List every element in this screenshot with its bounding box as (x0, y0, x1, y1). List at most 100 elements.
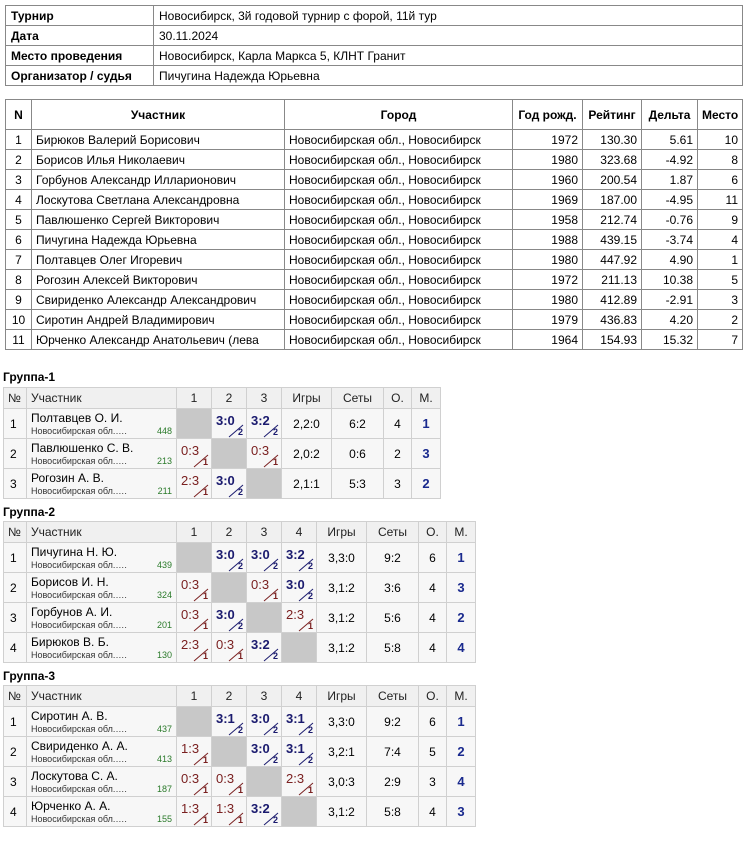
score-cell: 2:3 1 (176, 468, 212, 499)
player-row: 10 Сиротин Андрей Владимирович Новосибирск… (5, 309, 743, 330)
participant-cell: Пичугина Н. Ю. Новосибирская обл.…. 439 (26, 542, 177, 573)
place: 2 (411, 468, 441, 499)
score-slash (263, 588, 279, 602)
group-column-header: Участник (26, 387, 177, 409)
score-slash (228, 484, 244, 498)
group-title: Группа-3 (3, 669, 56, 683)
seed-number: 1 (3, 408, 27, 439)
participant-name: Борисов И. Н. (31, 575, 109, 589)
participant-name: Лоскутова С. А. (31, 769, 118, 783)
score: 3:0 (251, 547, 270, 562)
player-cell: Свириденко Александр Александрович (31, 289, 285, 310)
player-cell: 2 (5, 149, 32, 170)
games: 3,1:2 (316, 572, 367, 603)
score-cell: 3:1 2 (211, 706, 247, 737)
player-cell: Горбунов Александр Илларионович (31, 169, 285, 190)
score: 0:3 (181, 577, 200, 592)
group-body: 1 Сиротин А. В. Новосибирская обл.…. 437 3:1… (3, 706, 476, 827)
score-slash (263, 454, 279, 468)
slash-line (263, 558, 279, 572)
score: 0:3 (251, 577, 270, 592)
score-box: 2:3 1 (283, 604, 316, 632)
points: 4 (418, 632, 447, 663)
score-slash (193, 812, 209, 826)
score-box: 3:2 2 (248, 634, 281, 662)
score-slash (193, 588, 209, 602)
points: 3 (418, 766, 447, 797)
player-cell: 154.93 (582, 329, 642, 350)
diagonal-cell (211, 572, 247, 603)
score-cell: 3:0 2 (211, 542, 247, 573)
seed-number: 4 (3, 796, 27, 827)
player-cell: 4 (5, 189, 32, 210)
group-column-header: Игры (316, 685, 367, 707)
match-points: 1 (237, 815, 243, 825)
player-cell: Новосибирская обл., Новосибирск (284, 249, 513, 270)
match-points: 2 (307, 755, 313, 765)
score: 3:1 (286, 741, 305, 756)
participant-city: Новосибирская обл.…. (31, 754, 127, 764)
player-cell: 412.89 (582, 289, 642, 310)
participant-rating: 213 (156, 456, 172, 466)
player-cell: 187.00 (582, 189, 642, 210)
match-points: 1 (237, 651, 243, 661)
participant-rating: 439 (156, 560, 172, 570)
slash-line (298, 752, 314, 766)
column-header: N (5, 99, 32, 130)
slash-line (228, 558, 244, 572)
info-value: Новосибирск, Карла Маркса 5, КЛНТ Гранит (153, 45, 743, 66)
score-box: 2:3 1 (283, 768, 316, 796)
player-cell: Новосибирская обл., Новосибирск (284, 209, 513, 230)
score-slash (298, 782, 314, 796)
games: 3,3:0 (316, 706, 367, 737)
slash-line (298, 782, 314, 796)
player-row: 6 Пичугина Надежда Юрьевна Новосибирская о… (5, 229, 743, 250)
participant: Лоскутова С. А. Новосибирская обл.…. 187 (28, 768, 176, 796)
score: 1:3 (181, 801, 200, 816)
score: 3:0 (251, 741, 270, 756)
match-points: 1 (272, 457, 278, 467)
info-value: Новосибирск, 3й годовой турнир с форой, … (153, 5, 743, 26)
place: 1 (446, 542, 476, 573)
player-cell: 1 (697, 249, 743, 270)
group-table: № Участник 1 2 3 4 Игры Сеты О. М. 1 Сиротин А. В. Н… (3, 685, 476, 827)
participant-name: Пичугина Н. Ю. (31, 545, 118, 559)
score-slash (263, 752, 279, 766)
group-row: 4 Юрченко А. А. Новосибирская обл.…. 155 1:3… (3, 796, 476, 827)
games: 3,0:3 (316, 766, 367, 797)
participant-city: Новосибирская обл.…. (31, 620, 127, 630)
participant-rating: 413 (156, 754, 172, 764)
points: 6 (418, 542, 447, 573)
column-header: Рейтинг (582, 99, 642, 130)
group-row: 2 Борисов И. Н. Новосибирская обл.…. 324 0:3… (3, 572, 476, 603)
score-cell: 0:3 1 (246, 438, 282, 469)
group-head: № Участник 1 2 3 Игры Сеты О. М. (3, 387, 441, 409)
points: 4 (418, 572, 447, 603)
player-cell: 10 (5, 309, 32, 330)
score-cell: 2:3 1 (281, 602, 317, 633)
score-slash (298, 618, 314, 632)
match-points: 2 (272, 815, 278, 825)
group-column-header: 1 (176, 521, 212, 543)
group-column-header: О. (418, 521, 447, 543)
points: 6 (418, 706, 447, 737)
player-cell: Бирюков Валерий Борисович (31, 129, 285, 150)
group-header-row: № Участник 1 2 3 4 Игры Сеты О. М. (3, 685, 476, 707)
score-slash (228, 648, 244, 662)
player-cell: Новосибирская обл., Новосибирск (284, 129, 513, 150)
place: 4 (446, 632, 476, 663)
group-column-header: № (3, 387, 27, 409)
score-cell: 0:3 1 (176, 766, 212, 797)
slash-line (228, 424, 244, 438)
score-box: 2:3 1 (178, 634, 211, 662)
participant-city: Новосибирская обл.…. (31, 456, 127, 466)
participant-cell: Павлюшенко С. В. Новосибирская обл.…. 213 (26, 438, 177, 469)
match-points: 2 (307, 561, 313, 571)
group-column-header: № (3, 521, 27, 543)
group-column-header: 2 (211, 387, 247, 409)
player-row: 8 Рогозин Алексей Викторович Новосибирская… (5, 269, 743, 290)
slash-line (193, 752, 209, 766)
score-cell: 3:0 2 (246, 706, 282, 737)
slash-line (193, 648, 209, 662)
participant-city: Новосибирская обл.…. (31, 814, 127, 824)
